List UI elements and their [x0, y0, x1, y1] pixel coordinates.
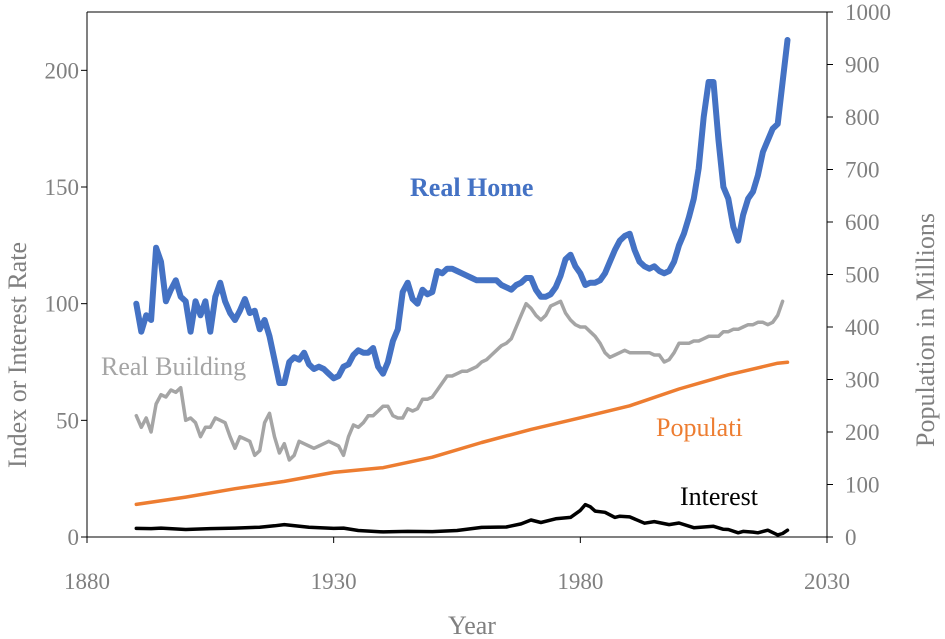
x-tick-labels: 1880 1930 1980 2030 — [64, 537, 850, 594]
annotation-real-building: Real Building — [101, 352, 246, 381]
left-tick-labels: 0 50 100 150 200 — [45, 58, 87, 550]
series-line-populati — [134, 360, 790, 507]
left-axis-title: Index or Interest Rate — [3, 242, 32, 468]
series-annotations: Real Home Real Building Populati Interes… — [101, 173, 759, 511]
right-tick-label: 0 — [845, 525, 857, 550]
left-tick-label: 0 — [68, 525, 80, 550]
right-tick-label: 700 — [845, 158, 880, 183]
annotation-real-home: Real Home — [410, 173, 533, 202]
plot-area — [86, 11, 828, 538]
left-tick-label: 50 — [56, 408, 79, 433]
right-tick-label: 800 — [845, 105, 880, 130]
x-tick-label: 2030 — [804, 569, 850, 594]
x-axis-title: Year — [448, 611, 496, 639]
right-tick-label: 300 — [845, 368, 880, 393]
right-tick-label: 1000 — [845, 0, 891, 25]
right-tick-label: 900 — [845, 53, 880, 78]
left-tick-label: 200 — [45, 58, 80, 83]
right-tick-label: 500 — [845, 263, 880, 288]
x-tick-label: 1980 — [557, 569, 603, 594]
series-line-real-building — [134, 299, 785, 462]
right-tick-label: 400 — [845, 315, 880, 340]
right-tick-label: 200 — [845, 420, 880, 445]
left-tick-label: 100 — [45, 292, 80, 317]
annotation-population: Populati — [656, 413, 743, 442]
right-axis-title: Population in Millions — [911, 213, 940, 447]
right-tick-label: 100 — [845, 473, 880, 498]
series-line-interest — [134, 502, 790, 537]
annotation-interest: Interest — [680, 482, 759, 511]
series-line-real-home — [133, 37, 791, 386]
series-lines — [133, 37, 791, 537]
left-tick-label: 150 — [45, 175, 80, 200]
x-tick-label: 1880 — [64, 569, 110, 594]
right-tick-label: 600 — [845, 210, 880, 235]
right-tick-labels: 0 100 200 300 400 500 600 700 800 900 1000 — [827, 0, 891, 550]
x-tick-label: 1930 — [311, 569, 357, 594]
